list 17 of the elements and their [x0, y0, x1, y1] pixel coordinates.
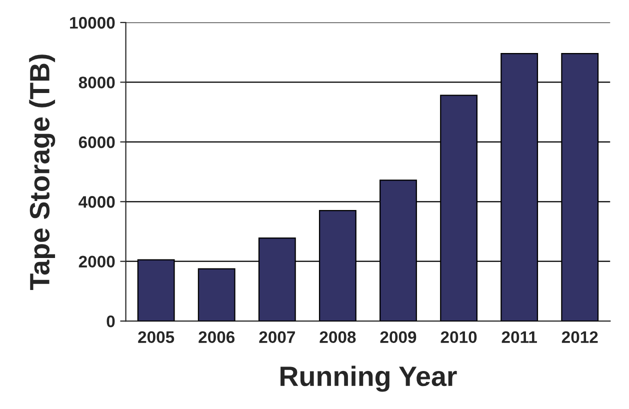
y-tick-label: 0 [106, 315, 115, 328]
x-tick-label: 2011 [502, 331, 537, 344]
x-tick-label: 2008 [320, 331, 356, 344]
bar [198, 268, 236, 322]
x-axis-title: Running Year [280, 366, 457, 392]
x-tick-label: 2010 [440, 331, 477, 344]
y-tick-label: 6000 [78, 136, 115, 148]
x-tick-label: 2012 [562, 331, 598, 344]
y-tick-label: 4000 [78, 196, 115, 208]
x-tick-label: 2006 [198, 331, 235, 344]
y-axis-title: Tape Storage (TB) [29, 54, 56, 290]
x-tick-label: 2005 [138, 331, 174, 344]
y-tick-label: 8000 [78, 76, 115, 88]
x-tick-label: 2009 [380, 331, 416, 344]
x-tick-label: 2007 [259, 331, 295, 344]
y-tick-label: 10000 [70, 16, 115, 29]
y-tick-label: 2000 [78, 256, 115, 268]
